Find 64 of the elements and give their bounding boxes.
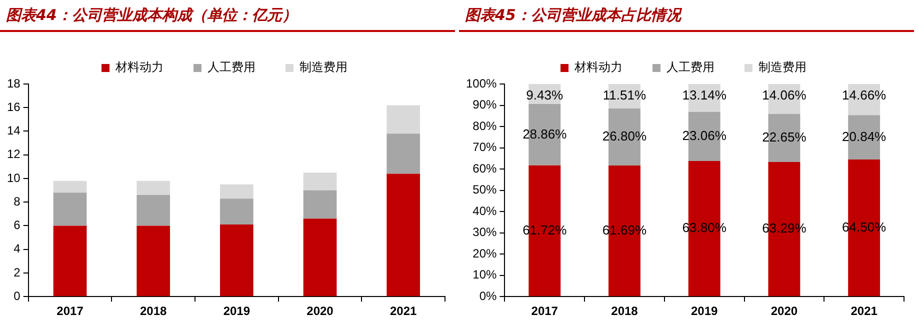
data-label: 13.14% bbox=[682, 88, 727, 103]
y-tick-label: 90% bbox=[472, 98, 498, 112]
bar bbox=[53, 180, 87, 193]
y-tick-label: 100% bbox=[466, 76, 498, 90]
bar bbox=[136, 195, 170, 226]
bar bbox=[136, 226, 170, 296]
legend-label: 人工费用 bbox=[666, 60, 714, 74]
y-tick-label: 18 bbox=[6, 76, 21, 90]
y-tick-label: 70% bbox=[472, 140, 498, 154]
bar bbox=[53, 192, 87, 226]
y-tick-label: 30% bbox=[472, 225, 498, 240]
x-tick-label: 2019 bbox=[223, 304, 250, 318]
data-label: 11.51% bbox=[602, 88, 646, 103]
x-tick-label: 2021 bbox=[390, 304, 418, 318]
data-label: 23.06% bbox=[682, 128, 727, 144]
y-tick-label: 0% bbox=[479, 288, 498, 303]
legend-label: 制造费用 bbox=[758, 60, 806, 74]
legend-label: 材料动力 bbox=[114, 60, 164, 74]
bar bbox=[303, 218, 337, 296]
y-tick-label: 20% bbox=[472, 246, 498, 260]
legend-label: 材料动力 bbox=[574, 60, 622, 74]
bar bbox=[386, 105, 420, 134]
bar bbox=[136, 180, 170, 196]
y-tick-label: 60% bbox=[472, 161, 498, 176]
x-tick-label: 2020 bbox=[306, 304, 334, 318]
bar bbox=[303, 172, 337, 190]
data-label: 28.86% bbox=[522, 126, 568, 142]
data-label: 9.43% bbox=[526, 88, 564, 103]
y-tick-label: 16 bbox=[6, 100, 21, 114]
x-tick-label: 2021 bbox=[850, 304, 878, 318]
chart-title: 图表45：公司营业成本占比情况 bbox=[459, 0, 914, 32]
y-tick-label: 50% bbox=[472, 182, 498, 197]
y-tick-label: 12 bbox=[6, 147, 21, 162]
data-label: 14.06% bbox=[762, 88, 807, 103]
chart-title: 图表44：公司营业成本构成（单位：亿元） bbox=[0, 0, 455, 32]
x-tick-label: 2019 bbox=[690, 304, 718, 318]
y-tick-label: 0 bbox=[14, 288, 21, 303]
y-tick-label: 10% bbox=[472, 268, 498, 282]
y-tick-label: 6 bbox=[14, 218, 21, 232]
y-tick-label: 2 bbox=[14, 265, 21, 280]
y-tick-label: 14 bbox=[6, 124, 21, 138]
data-label: 22.65% bbox=[762, 130, 807, 145]
legend-label: 制造费用 bbox=[300, 60, 348, 74]
x-tick-label: 2017 bbox=[56, 304, 84, 318]
x-tick-label: 2017 bbox=[531, 304, 558, 318]
bar bbox=[53, 226, 87, 296]
bar bbox=[303, 190, 337, 219]
data-label: 20.84% bbox=[842, 128, 887, 144]
legend-label: 人工费用 bbox=[208, 60, 256, 74]
bar bbox=[220, 198, 254, 225]
data-label: 14.66% bbox=[842, 88, 887, 103]
bar bbox=[220, 224, 254, 296]
y-tick-label: 80% bbox=[472, 118, 498, 133]
x-tick-label: 2018 bbox=[611, 304, 638, 318]
bar bbox=[386, 134, 420, 174]
y-tick-label: 8 bbox=[14, 194, 21, 208]
bar bbox=[386, 174, 420, 296]
x-tick-label: 2018 bbox=[140, 304, 168, 318]
y-tick-label: 10 bbox=[6, 170, 21, 185]
y-tick-label: 40% bbox=[472, 204, 498, 218]
y-tick-label: 4 bbox=[14, 242, 21, 256]
x-tick-label: 2020 bbox=[770, 304, 798, 318]
bar bbox=[220, 184, 254, 199]
data-label: 26.80% bbox=[602, 128, 647, 144]
